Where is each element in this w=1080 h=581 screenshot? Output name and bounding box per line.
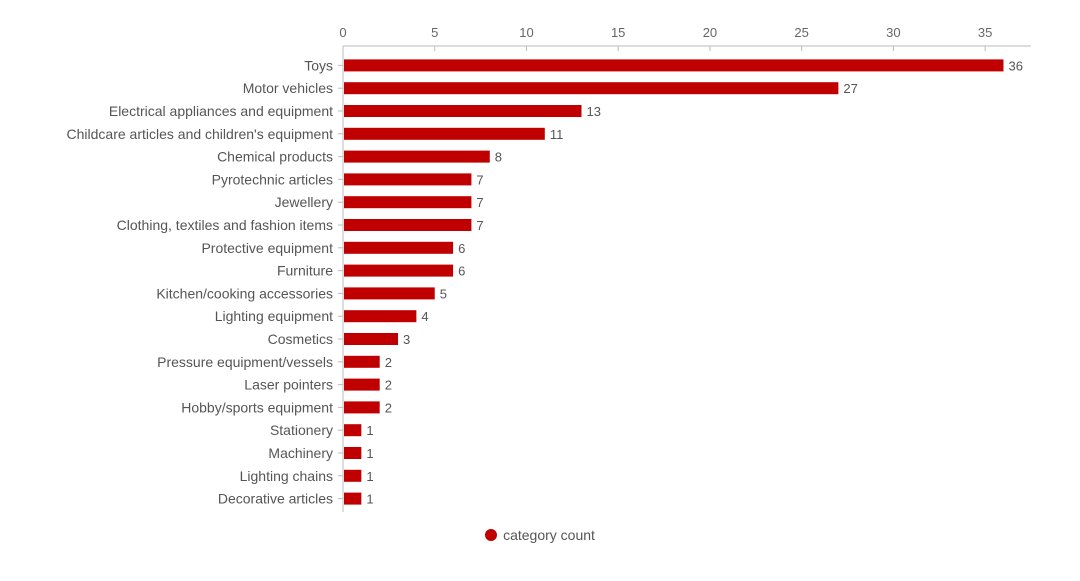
x-tick-label: 10 [519,25,533,40]
bar[interactable] [344,219,472,231]
data-label: 6 [458,241,465,256]
data-label: 7 [476,218,483,233]
x-tick-label: 20 [703,25,717,40]
data-label: 4 [421,309,428,324]
x-tick-label: 0 [339,25,346,40]
bar[interactable] [344,378,380,391]
data-label: 2 [385,400,392,415]
legend-marker-icon [485,529,498,541]
bar[interactable] [344,173,472,186]
data-label: 11 [550,127,564,142]
bar[interactable] [344,424,362,437]
category-label: Furniture [277,263,333,279]
data-label: 7 [476,172,483,187]
data-label: 6 [458,264,465,279]
bar[interactable] [344,401,380,414]
data-label: 1 [366,423,373,438]
legend[interactable]: category count [0,527,1080,543]
category-label: Cosmetics [268,331,333,347]
category-label: Jewellery [275,194,333,210]
category-label: Laser pointers [244,377,333,393]
bar[interactable] [344,264,454,277]
bar[interactable] [344,82,839,95]
category-label: Clothing, textiles and fashion items [117,217,333,233]
category-label: Stationery [270,422,333,438]
bar[interactable] [344,310,417,323]
category-label: Hobby/sports equipment [181,399,333,415]
bar[interactable] [344,150,490,163]
data-label: 2 [385,378,392,393]
data-label: 1 [366,446,373,461]
category-label: Lighting chains [240,468,333,484]
x-tick-label: 35 [978,25,992,40]
category-label: Decorative articles [218,491,333,507]
bar[interactable] [344,59,1004,72]
category-label: Lighting equipment [215,308,333,324]
data-label: 36 [1008,58,1022,73]
bar[interactable] [344,287,435,300]
category-label: Protective equipment [201,240,333,256]
bar[interactable] [344,447,362,459]
category-label: Chemical products [217,149,333,165]
data-label: 1 [366,469,373,484]
bar[interactable] [344,105,582,117]
bar[interactable] [344,196,472,209]
category-label: Motor vehicles [243,80,333,96]
category-label: Toys [304,57,333,73]
bar[interactable] [344,127,545,140]
category-label: Childcare articles and children's equipm… [67,126,334,142]
x-tick-label: 25 [794,25,808,40]
legend-label: category count [503,527,595,543]
data-label: 5 [440,286,447,301]
bar[interactable] [344,333,399,345]
bar[interactable] [344,492,362,505]
data-label: 7 [476,195,483,210]
category-label: Pyrotechnic articles [212,171,333,187]
x-axis: 0 5 10 15 20 25 30 35 [338,25,1031,512]
bar[interactable] [344,355,380,368]
category-label: Electrical appliances and equipment [109,103,333,119]
x-tick-label: 15 [611,25,625,40]
data-label: 8 [495,150,502,165]
data-label: 3 [403,332,410,347]
x-tick-label: 5 [431,25,438,40]
category-label: Pressure equipment/vessels [157,354,333,370]
data-label: 2 [385,355,392,370]
x-tick-label: 30 [886,25,900,40]
category-label: Machinery [268,445,333,461]
category-label: Kitchen/cooking accessories [156,285,333,301]
data-label: 13 [587,104,601,119]
bar[interactable] [344,241,454,254]
bar[interactable] [344,469,362,482]
data-label: 1 [366,492,373,507]
data-label: 27 [843,81,857,96]
